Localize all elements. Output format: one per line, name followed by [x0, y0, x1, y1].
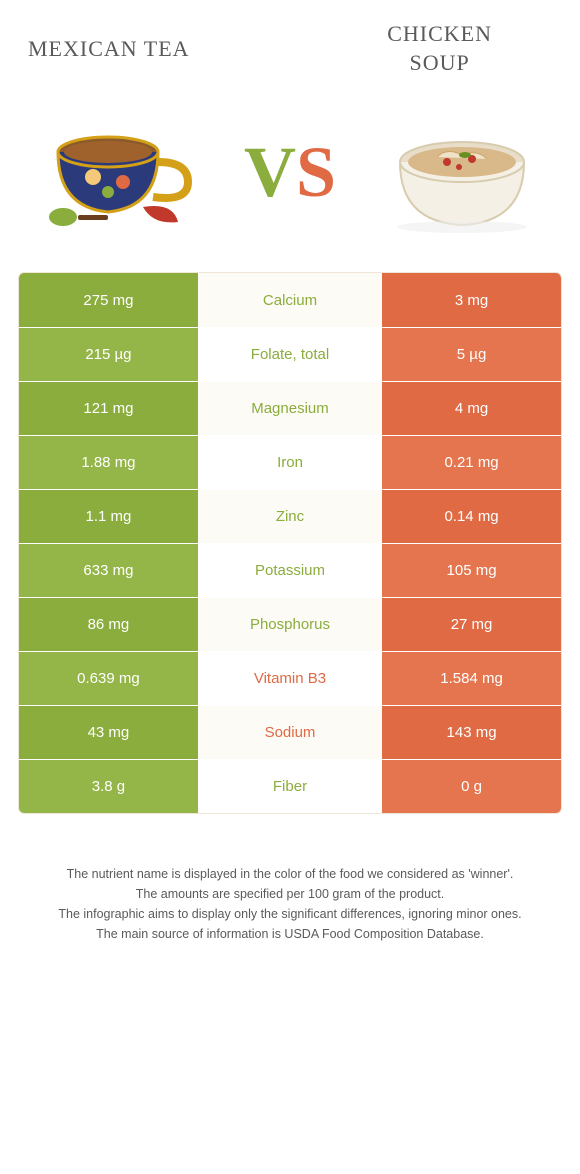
infographic-container: Mexican tea Chicken soup VS [0, 0, 580, 964]
value-right: 0.14 mg [382, 490, 561, 543]
nutrient-label: Zinc [198, 490, 382, 543]
value-right: 0 g [382, 760, 561, 813]
value-left: 1.88 mg [19, 436, 198, 489]
footnote-line: The infographic aims to display only the… [38, 904, 542, 924]
value-left: 1.1 mg [19, 490, 198, 543]
vs-label: VS [244, 136, 336, 208]
nutrient-label: Iron [198, 436, 382, 489]
value-right: 3 mg [382, 273, 561, 327]
title-right: Chicken soup [317, 20, 562, 77]
nutrient-label: Calcium [198, 273, 382, 327]
value-left: 3.8 g [19, 760, 198, 813]
value-left: 633 mg [19, 544, 198, 597]
title-right-line1: Chicken [317, 20, 562, 49]
value-left: 43 mg [19, 706, 198, 759]
table-row: 1.88 mgIron0.21 mg [19, 435, 561, 489]
table-row: 86 mgPhosphorus27 mg [19, 597, 561, 651]
titles-row: Mexican tea Chicken soup [18, 20, 562, 77]
value-right: 27 mg [382, 598, 561, 651]
cup-icon [33, 107, 203, 237]
value-left: 215 µg [19, 328, 198, 381]
nutrient-label: Fiber [198, 760, 382, 813]
vs-v: V [244, 136, 296, 208]
table-row: 215 µgFolate, total5 µg [19, 327, 561, 381]
mexican-tea-image [33, 107, 203, 237]
value-right: 5 µg [382, 328, 561, 381]
value-left: 0.639 mg [19, 652, 198, 705]
value-left: 275 mg [19, 273, 198, 327]
bowl-icon [377, 107, 547, 237]
footnote-line: The amounts are specified per 100 gram o… [38, 884, 542, 904]
title-left: Mexican tea [18, 36, 263, 62]
value-right: 143 mg [382, 706, 561, 759]
nutrient-label: Phosphorus [198, 598, 382, 651]
images-row: VS [18, 107, 562, 237]
nutrient-label: Magnesium [198, 382, 382, 435]
table-row: 633 mgPotassium105 mg [19, 543, 561, 597]
footnote-line: The nutrient name is displayed in the co… [38, 864, 542, 884]
table-row: 3.8 gFiber0 g [19, 759, 561, 813]
table-row: 121 mgMagnesium4 mg [19, 381, 561, 435]
nutrient-label: Sodium [198, 706, 382, 759]
vs-s: S [296, 136, 336, 208]
nutrient-label: Folate, total [198, 328, 382, 381]
value-right: 4 mg [382, 382, 561, 435]
table-row: 43 mgSodium143 mg [19, 705, 561, 759]
comparison-table: 275 mgCalcium3 mg215 µgFolate, total5 µg… [18, 272, 562, 814]
table-row: 1.1 mgZinc0.14 mg [19, 489, 561, 543]
table-row: 275 mgCalcium3 mg [19, 273, 561, 327]
nutrient-label: Vitamin B3 [198, 652, 382, 705]
table-row: 0.639 mgVitamin B31.584 mg [19, 651, 561, 705]
title-right-line2: soup [317, 49, 562, 78]
value-right: 1.584 mg [382, 652, 561, 705]
value-left: 121 mg [19, 382, 198, 435]
nutrient-label: Potassium [198, 544, 382, 597]
footnote-line: The main source of information is USDA F… [38, 924, 542, 944]
footnotes: The nutrient name is displayed in the co… [18, 864, 562, 944]
chicken-soup-image [377, 107, 547, 237]
value-right: 0.21 mg [382, 436, 561, 489]
value-left: 86 mg [19, 598, 198, 651]
value-right: 105 mg [382, 544, 561, 597]
